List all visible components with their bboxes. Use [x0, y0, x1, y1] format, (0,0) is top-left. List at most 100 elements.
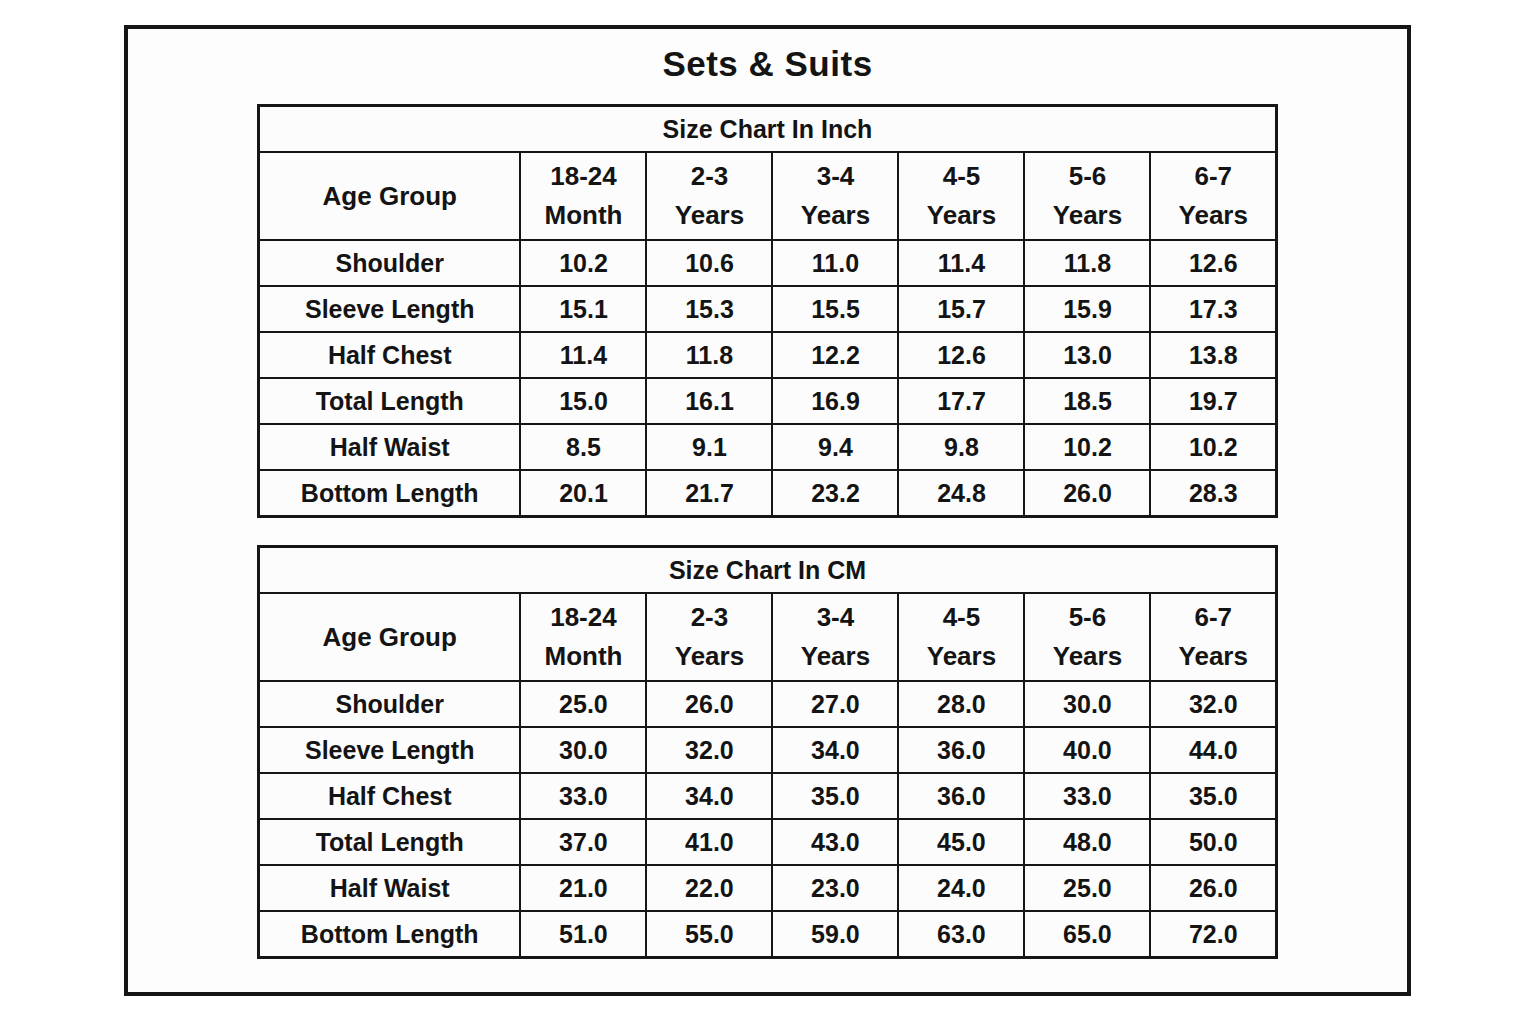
measurement-label: Sleeve Length [258, 727, 520, 773]
size-value-cell: 15.9 [1024, 286, 1150, 332]
size-value-cell: 35.0 [772, 773, 898, 819]
size-value-cell: 20.1 [520, 470, 646, 517]
age-column-header-line: Years [1025, 196, 1149, 235]
size-value-cell: 33.0 [520, 773, 646, 819]
age-column-header-line: Years [647, 637, 771, 676]
size-value-cell: 35.0 [1150, 773, 1276, 819]
age-column-header: 5-6Years [1024, 152, 1150, 240]
table-caption: Size Chart In CM [258, 547, 1276, 594]
size-value-cell: 24.8 [898, 470, 1024, 517]
size-charts-container: Size Chart In InchAge Group18-24Month2-3… [128, 104, 1407, 959]
age-column-header-line: 2-3 [647, 157, 771, 196]
size-value-cell: 32.0 [646, 727, 772, 773]
size-value-cell: 28.3 [1150, 470, 1276, 517]
size-value-cell: 45.0 [898, 819, 1024, 865]
table-row: Sleeve Length15.115.315.515.715.917.3 [258, 286, 1276, 332]
table-caption: Size Chart In Inch [258, 106, 1276, 153]
size-value-cell: 40.0 [1024, 727, 1150, 773]
age-column-header: 2-3Years [646, 593, 772, 681]
age-column-header: 2-3Years [646, 152, 772, 240]
age-column-header-line: Years [1025, 637, 1149, 676]
size-value-cell: 43.0 [772, 819, 898, 865]
table-row: Half Waist21.022.023.024.025.026.0 [258, 865, 1276, 911]
size-value-cell: 59.0 [772, 911, 898, 958]
table-row: Half Chest33.034.035.036.033.035.0 [258, 773, 1276, 819]
size-value-cell: 55.0 [646, 911, 772, 958]
measurement-label: Half Chest [258, 332, 520, 378]
size-value-cell: 17.3 [1150, 286, 1276, 332]
table-row: Half Chest11.411.812.212.613.013.8 [258, 332, 1276, 378]
size-value-cell: 11.4 [520, 332, 646, 378]
age-column-header-line: 3-4 [773, 157, 897, 196]
size-value-cell: 15.3 [646, 286, 772, 332]
size-value-cell: 18.5 [1024, 378, 1150, 424]
age-column-header: 18-24Month [520, 593, 646, 681]
age-column-header: 4-5Years [898, 593, 1024, 681]
age-column-header-line: Years [1151, 196, 1275, 235]
table-row: Bottom Length51.055.059.063.065.072.0 [258, 911, 1276, 958]
age-column-header-line: Years [899, 196, 1023, 235]
size-value-cell: 10.2 [520, 240, 646, 286]
size-value-cell: 65.0 [1024, 911, 1150, 958]
measurement-label: Total Length [258, 378, 520, 424]
size-value-cell: 9.1 [646, 424, 772, 470]
size-value-cell: 51.0 [520, 911, 646, 958]
age-column-header-line: 5-6 [1025, 598, 1149, 637]
age-column-header: 5-6Years [1024, 593, 1150, 681]
size-chart-cm-table: Size Chart In CMAge Group18-24Month2-3Ye… [257, 545, 1278, 959]
size-value-cell: 19.7 [1150, 378, 1276, 424]
size-value-cell: 15.1 [520, 286, 646, 332]
size-value-cell: 34.0 [646, 773, 772, 819]
page-title: Sets & Suits [128, 44, 1407, 84]
age-column-header-line: 4-5 [899, 157, 1023, 196]
size-value-cell: 27.0 [772, 681, 898, 727]
age-column-header: 6-7Years [1150, 593, 1276, 681]
measurement-label: Shoulder [258, 240, 520, 286]
age-group-header: Age Group [258, 593, 520, 681]
size-value-cell: 11.8 [646, 332, 772, 378]
size-value-cell: 23.0 [772, 865, 898, 911]
size-value-cell: 13.0 [1024, 332, 1150, 378]
age-column-header: 4-5Years [898, 152, 1024, 240]
age-column-header-line: Years [1151, 637, 1275, 676]
size-value-cell: 11.0 [772, 240, 898, 286]
age-column-header-line: 6-7 [1151, 598, 1275, 637]
table-row: Shoulder10.210.611.011.411.812.6 [258, 240, 1276, 286]
size-value-cell: 72.0 [1150, 911, 1276, 958]
size-value-cell: 25.0 [1024, 865, 1150, 911]
size-value-cell: 25.0 [520, 681, 646, 727]
size-value-cell: 21.0 [520, 865, 646, 911]
outer-frame: Sets & Suits Size Chart In InchAge Group… [124, 25, 1411, 996]
size-value-cell: 10.2 [1024, 424, 1150, 470]
measurement-label: Shoulder [258, 681, 520, 727]
size-value-cell: 26.0 [646, 681, 772, 727]
size-value-cell: 34.0 [772, 727, 898, 773]
size-value-cell: 12.6 [898, 332, 1024, 378]
size-value-cell: 9.8 [898, 424, 1024, 470]
size-value-cell: 11.4 [898, 240, 1024, 286]
age-group-header: Age Group [258, 152, 520, 240]
size-value-cell: 11.8 [1024, 240, 1150, 286]
measurement-label: Half Waist [258, 865, 520, 911]
age-column-header-line: 18-24 [521, 157, 645, 196]
size-value-cell: 26.0 [1024, 470, 1150, 517]
age-column-header: 3-4Years [772, 593, 898, 681]
size-value-cell: 15.5 [772, 286, 898, 332]
size-value-cell: 48.0 [1024, 819, 1150, 865]
age-column-header-line: 4-5 [899, 598, 1023, 637]
size-value-cell: 15.0 [520, 378, 646, 424]
size-value-cell: 30.0 [1024, 681, 1150, 727]
size-value-cell: 9.4 [772, 424, 898, 470]
age-column-header-line: 3-4 [773, 598, 897, 637]
age-column-header-line: Month [521, 196, 645, 235]
age-column-header-line: Years [773, 196, 897, 235]
size-value-cell: 33.0 [1024, 773, 1150, 819]
size-value-cell: 13.8 [1150, 332, 1276, 378]
size-value-cell: 16.9 [772, 378, 898, 424]
table-row: Shoulder25.026.027.028.030.032.0 [258, 681, 1276, 727]
size-value-cell: 12.2 [772, 332, 898, 378]
measurement-label: Half Chest [258, 773, 520, 819]
size-value-cell: 12.6 [1150, 240, 1276, 286]
size-value-cell: 16.1 [646, 378, 772, 424]
size-value-cell: 41.0 [646, 819, 772, 865]
